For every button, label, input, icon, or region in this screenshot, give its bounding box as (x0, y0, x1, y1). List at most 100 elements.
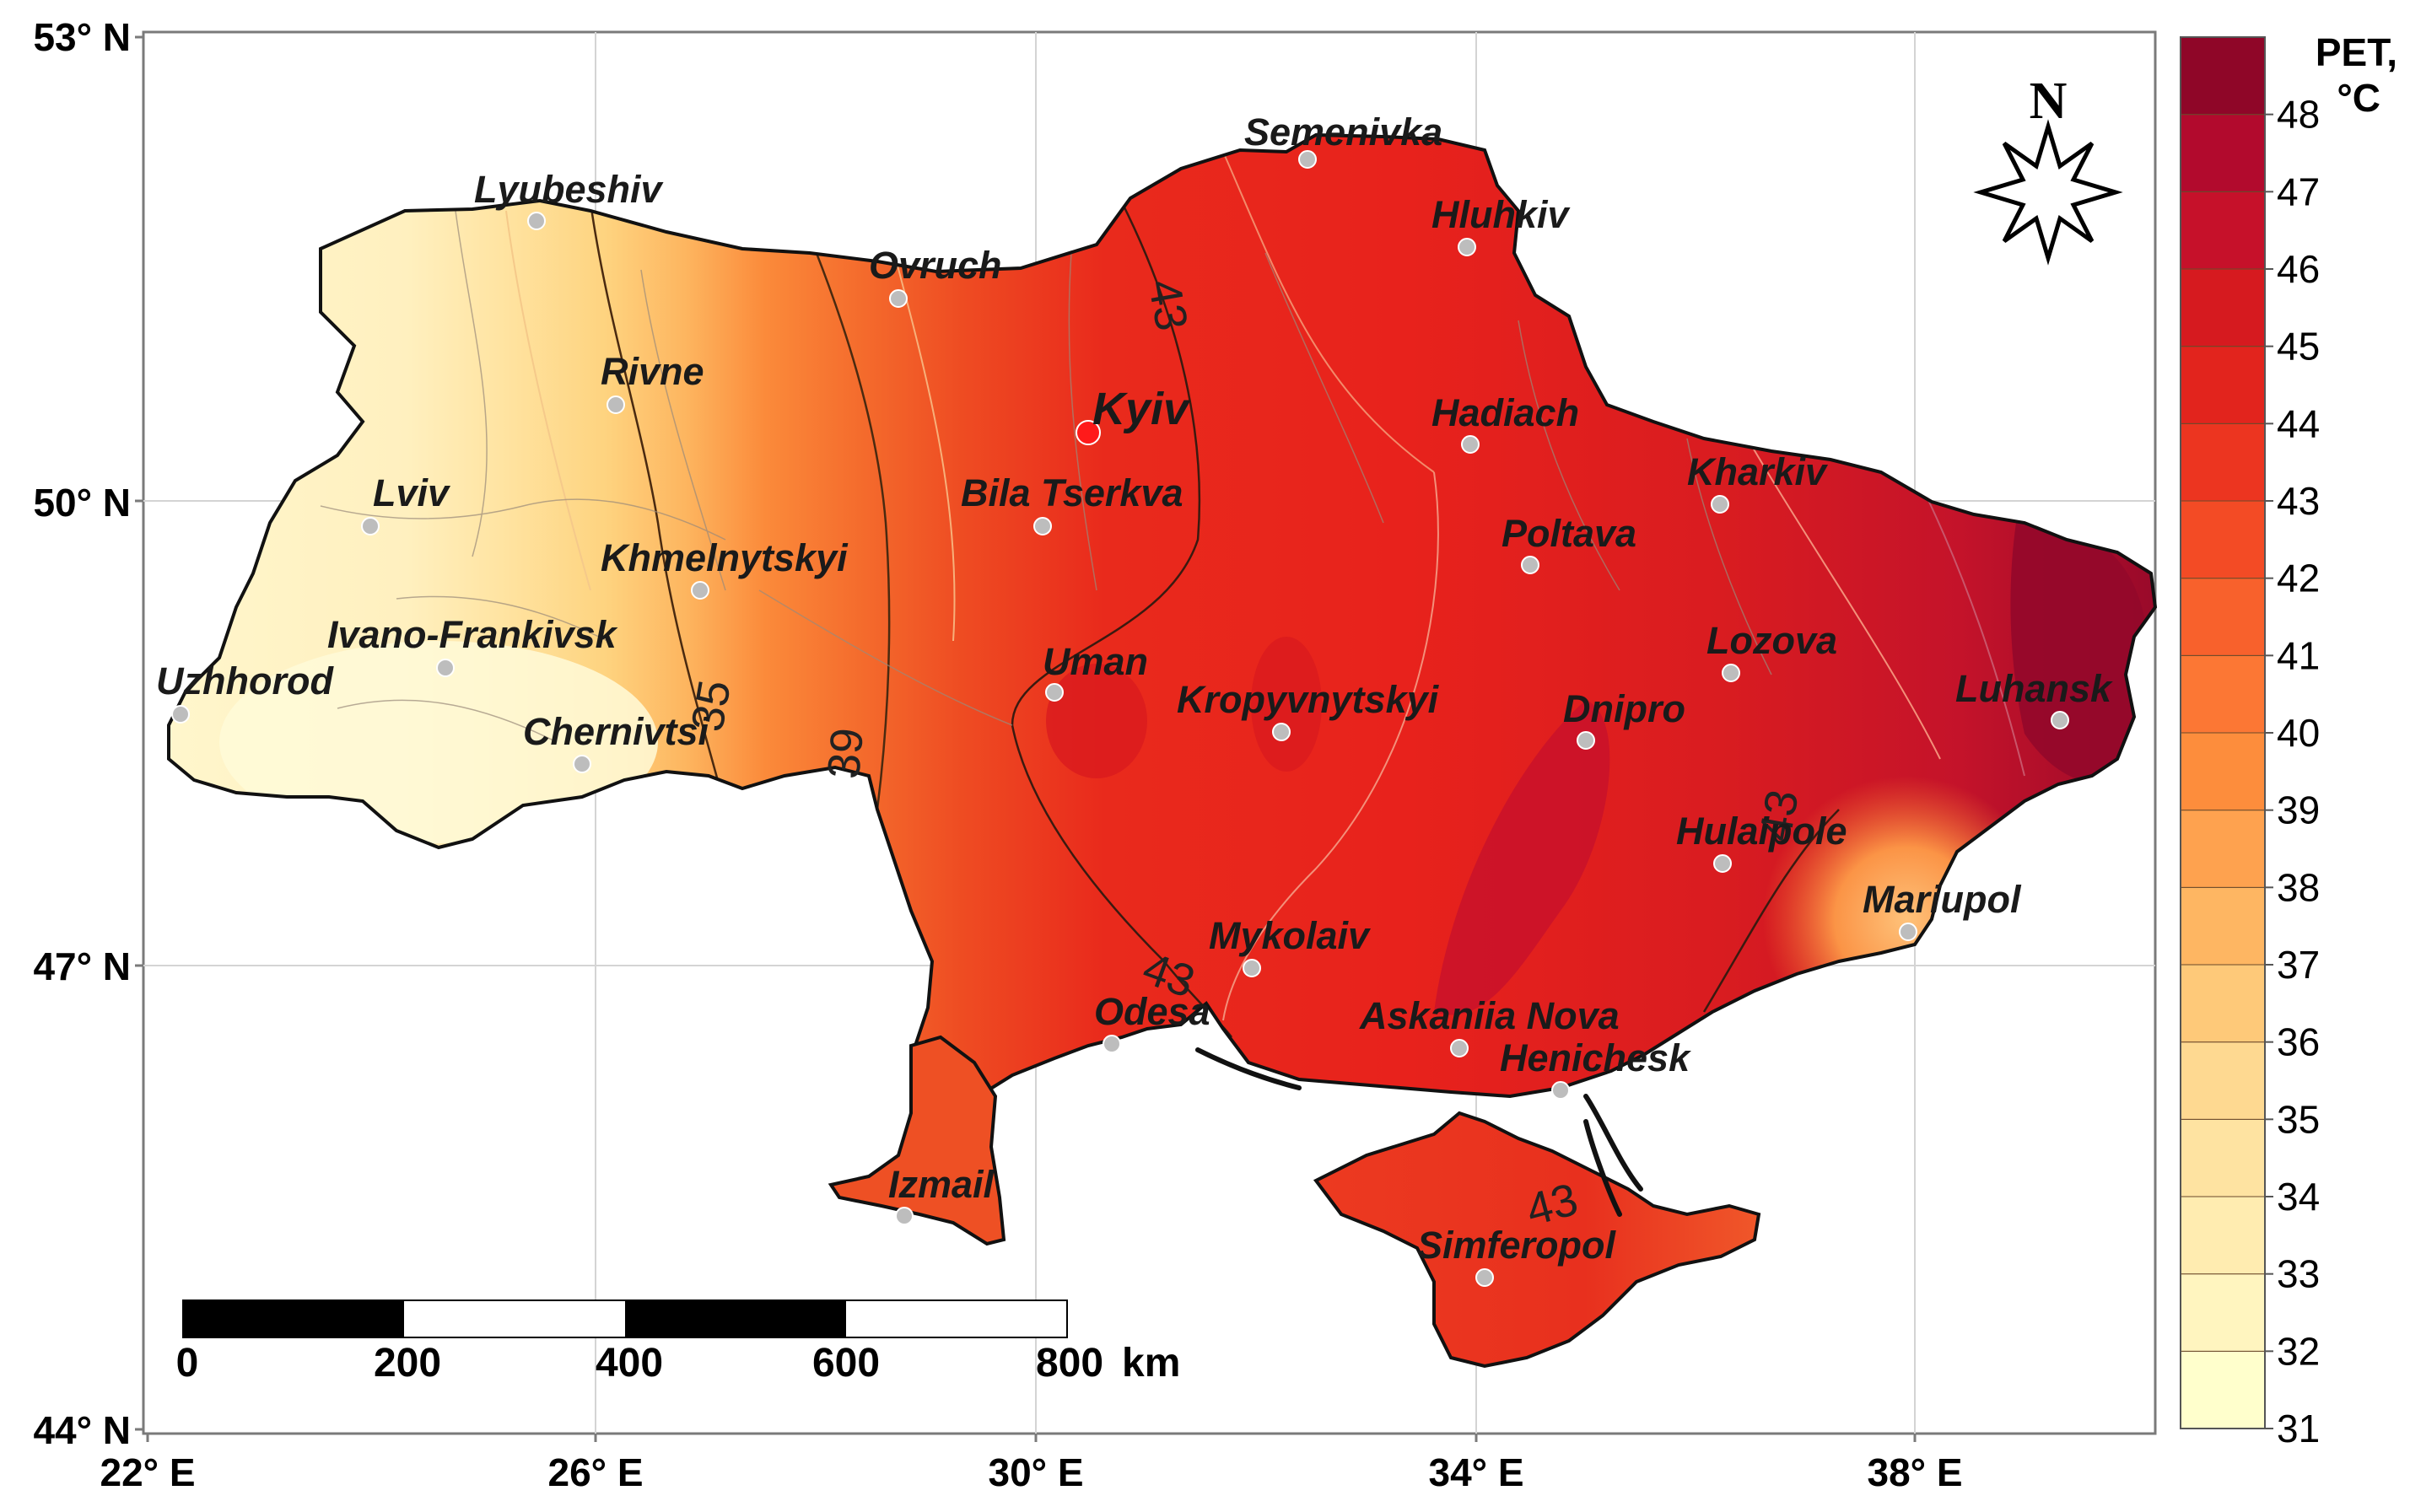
legend-tick-label: 37 (2277, 943, 2320, 987)
legend-band (2180, 578, 2266, 656)
latitude-tick-label: 53° N (33, 15, 131, 59)
legend-tick-label: 47 (2277, 169, 2320, 213)
latitude-tick-label: 50° N (33, 481, 131, 525)
longitude-tick-label: 38° E (1867, 1450, 1962, 1494)
scale-tick-label: 0 (176, 1341, 199, 1386)
city-label: Odesa (1094, 990, 1210, 1033)
legend-band (2180, 886, 2266, 966)
legend-tick-label: 34 (2277, 1175, 2320, 1219)
city-dot (1551, 1081, 1570, 1100)
coastal-spits (1195, 1047, 1643, 1217)
longitude-tick-label: 22° E (100, 1450, 195, 1494)
city-dot (1458, 238, 1476, 256)
city-label: Mykolaiv (1209, 914, 1372, 957)
legend-tick-label: 46 (2277, 247, 2320, 291)
legend-tick-label: 35 (2277, 1097, 2320, 1141)
isoline-label: 39 (818, 726, 873, 781)
legend-tick-label: 32 (2277, 1329, 2320, 1373)
legend-title: PET, (2316, 30, 2397, 74)
legend-band (2180, 964, 2266, 1043)
capital-marker (1076, 420, 1101, 445)
compass-star-icon (1973, 119, 2123, 266)
legend-band (2180, 1350, 2266, 1429)
city-dot (895, 1207, 914, 1225)
scale-tick-label: 800 (1036, 1341, 1103, 1386)
isoline-label: 43 (1139, 276, 1198, 335)
city-dot (1045, 683, 1064, 702)
city-label: Mariupol (1863, 878, 2022, 921)
legend-tick-label: 39 (2277, 788, 2320, 832)
city-dot (1722, 664, 1740, 682)
city-label: Khmelnytskyi (601, 536, 849, 579)
scale-tick-label: 400 (596, 1341, 663, 1386)
legend-tick-label: 33 (2277, 1252, 2320, 1296)
city-labels: Semenivka Lyubeshiv Hluhkiv Ovruch Rivne… (156, 110, 2113, 1267)
city-label: Dnipro (1563, 687, 1685, 730)
city-label: Kharkiv (1687, 450, 1829, 493)
longitude-tick-label: 26° E (547, 1450, 643, 1494)
legend-tick-label: 42 (2277, 557, 2320, 600)
city-dot (1899, 923, 1917, 941)
city-dot (527, 212, 546, 230)
city-dot (889, 289, 908, 308)
legend-tick-label: 43 (2277, 479, 2320, 523)
legend-tick-label: 40 (2277, 711, 2320, 755)
city-label: Luhansk (1955, 667, 2113, 710)
capital-label: Kyiv (1092, 384, 1191, 434)
legend-ticks: 48 47 46 45 44 43 42 41 40 39 38 37 36 35 34 33 32 31 (2265, 93, 2320, 1450)
city-label: Poltava (1502, 512, 1636, 555)
city-dot (1475, 1268, 1494, 1287)
legend-band (2180, 422, 2266, 502)
city-dot (607, 395, 625, 414)
latitude-tick-label: 44° N (33, 1408, 131, 1452)
city-label: Ovruch (869, 244, 1002, 287)
city-label: Hadiach (1431, 391, 1579, 434)
city-label: Lyubeshiv (474, 168, 665, 211)
legend-band (2180, 36, 2266, 116)
city-dot (1711, 495, 1729, 514)
city-dot (1450, 1039, 1469, 1057)
city-dot (1272, 723, 1291, 741)
scale-bar: 0 200 400 600 800 km (176, 1299, 1180, 1386)
legend-band (2180, 810, 2266, 888)
city-dot (1713, 854, 1732, 873)
legend-tick-label: 31 (2277, 1407, 2320, 1450)
latitude-axis: 53° N 50° N 47° N 44° N (33, 15, 143, 1452)
city-label: Rivne (601, 350, 704, 393)
city-label: Henichesk (1500, 1036, 1691, 1079)
legend-band (2180, 268, 2266, 347)
crimea-region (1313, 1111, 1761, 1369)
legend-title-unit: °C (2337, 76, 2380, 120)
city-dot (436, 659, 455, 677)
city-label: Semenivka (1244, 110, 1442, 153)
city-dot (1243, 959, 1261, 977)
city-label: Uman (1043, 640, 1148, 683)
city-label: Kropyvnytskyi (1177, 678, 1440, 721)
legend-tick-label: 48 (2277, 93, 2320, 137)
legend-band (2180, 346, 2266, 424)
city-dot (1461, 435, 1480, 454)
legend-band (2180, 732, 2266, 811)
scale-tick-label: 200 (374, 1341, 441, 1386)
legend-band (2180, 114, 2266, 192)
city-label: Ivano-Frankivsk (327, 613, 618, 656)
city-label: Hulaipole (1676, 810, 1847, 853)
city-label: Uzhhorod (156, 659, 334, 702)
legend-tick-label: 36 (2277, 1020, 2320, 1064)
city-label: Lozova (1706, 619, 1837, 662)
city-label: Lviv (373, 471, 451, 514)
city-dot (361, 517, 380, 535)
city-label: Chernivtsi (523, 710, 710, 753)
city-label: Hluhkiv (1431, 193, 1572, 236)
legend-tick-label: 44 (2277, 401, 2320, 445)
isoline-label: 35 (682, 676, 741, 735)
legend-band (2180, 654, 2266, 734)
legend-band (2180, 1196, 2266, 1275)
legend-band (2180, 1273, 2266, 1352)
legend-tick-label: 41 (2277, 633, 2320, 677)
city-dot (1577, 731, 1595, 750)
longitude-tick-label: 34° E (1428, 1450, 1523, 1494)
latitude-tick-label: 47° N (33, 944, 131, 988)
city-dot (1521, 556, 1539, 574)
